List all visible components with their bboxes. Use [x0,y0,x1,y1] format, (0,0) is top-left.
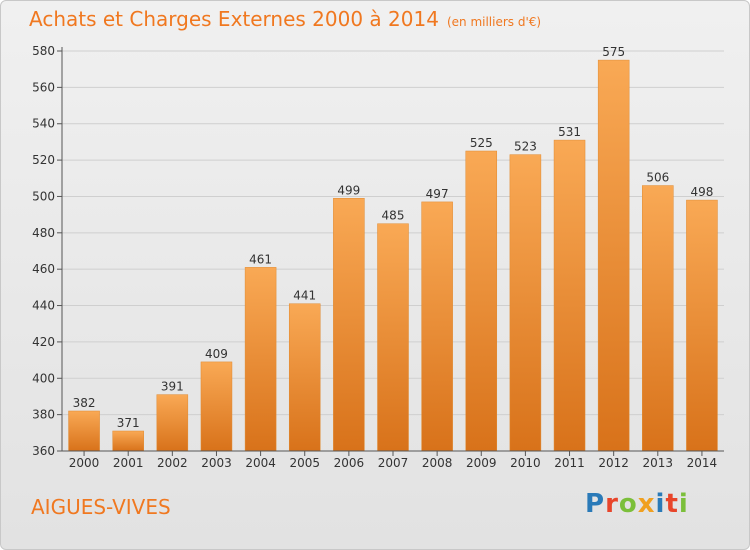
logo-letter: P [585,489,606,519]
y-tick-label: 540 [32,117,55,131]
bar-2008 [421,201,453,452]
data-label: 506 [646,171,669,185]
y-tick-label: 480 [32,226,55,240]
data-label: 523 [514,140,537,154]
data-label: 441 [293,289,316,303]
bar-2005 [288,303,321,452]
logo-letter: o [618,489,638,519]
proxiti-logo: Proxiti [585,489,689,519]
y-tick-label: 520 [32,153,55,167]
label-layer: 382 371 391 409 461 441 499 485 497 525 523 531 575 5… [73,45,714,430]
data-label: 382 [73,396,96,410]
data-label: 575 [602,45,625,59]
chart-title: Achats et Charges Externes 2000 à 2014 (e… [29,7,541,31]
y-tick-label: 380 [32,408,55,422]
x-tick-label: 2012 [598,456,629,470]
y-tick-label: 560 [32,80,55,94]
bar-2002 [156,394,189,452]
y-tick-label: 400 [32,371,55,385]
x-tick-label: 2004 [245,456,276,470]
place-name: AIGUES-VIVES [31,495,171,519]
logo-letter: i [678,489,689,519]
bar-2004 [244,267,277,452]
x-tick-label: 2000 [69,456,100,470]
data-label: 498 [690,185,713,199]
data-label: 461 [249,252,272,266]
data-label: 497 [426,187,449,201]
x-tick-label: 2008 [422,456,453,470]
data-label: 409 [205,347,228,361]
bar-2007 [377,223,409,452]
bar-2003 [200,361,233,452]
x-tick-label: 2006 [334,456,365,470]
data-label: 531 [558,125,581,139]
x-tick-label: 2009 [466,456,497,470]
data-label: 371 [117,416,140,430]
bar-layer [68,59,718,452]
y-tick-label: 360 [32,444,55,458]
chart-subtitle: (en milliers d'€) [446,15,542,29]
x-tick-label: 2003 [201,456,232,470]
axis-layer: 360 380 400 420 440 460 480 500 520 540 560 580 2000… [32,44,724,470]
bar-2011 [553,139,586,452]
bar-2013 [642,185,674,452]
y-tick-label: 420 [32,335,55,349]
x-tick-label: 2007 [378,456,409,470]
bar-2009 [465,150,498,452]
data-label: 499 [337,183,360,197]
data-label: 525 [470,136,493,150]
x-tick-label: 2014 [687,456,718,470]
bar-2014 [686,199,718,452]
chart-title-text: Achats et Charges Externes 2000 à 2014 [29,7,439,31]
x-tick-label: 2005 [289,456,320,470]
bar-2000 [68,410,100,452]
x-tick-label: 2011 [554,456,585,470]
x-tick-label: 2013 [643,456,674,470]
logo-letter: x [637,489,656,519]
bar-2006 [333,198,365,452]
data-label: 485 [382,209,405,223]
y-tick-label: 460 [32,262,55,276]
x-tick-label: 2001 [113,456,144,470]
logo-letter: r [605,489,619,519]
x-tick-label: 2010 [510,456,541,470]
bar-2001 [112,430,144,452]
logo-letter: t [665,489,679,519]
y-tick-label: 580 [32,44,55,58]
logo-letter: i [655,489,666,519]
y-tick-label: 440 [32,299,55,313]
data-label: 391 [161,380,184,394]
y-tick-label: 500 [32,189,55,203]
x-tick-label: 2002 [157,456,188,470]
bar-2010 [509,154,542,452]
bar-2012 [597,59,630,452]
